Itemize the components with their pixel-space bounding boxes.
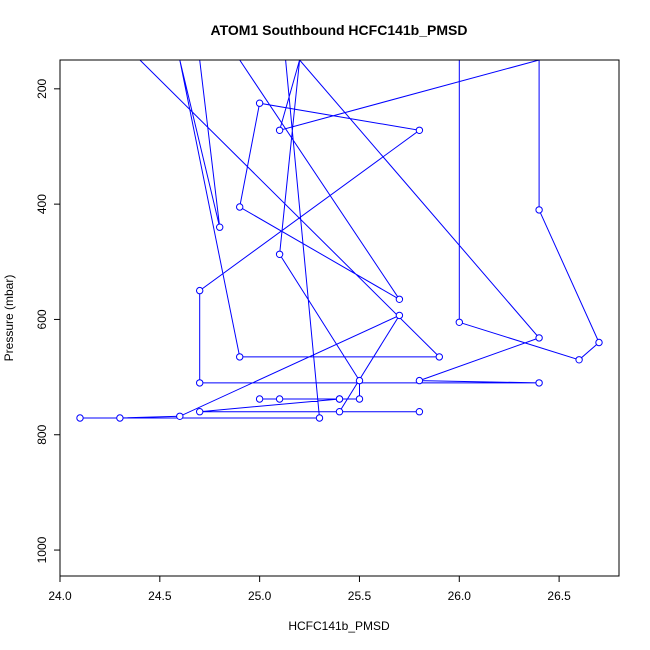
data-point [435, 353, 443, 361]
y-tick-label: 400 [35, 194, 49, 214]
plot-frame [59, 59, 620, 577]
series-layer [76, 60, 603, 422]
data-point [196, 379, 204, 387]
y-tick-label: 600 [35, 309, 49, 329]
data-point [415, 376, 424, 385]
data-point [455, 318, 463, 326]
y-tick-label: 1000 [35, 536, 49, 563]
data-point [176, 412, 184, 420]
x-tick-label: 25.5 [348, 589, 372, 603]
y-tick-label: 800 [35, 424, 49, 444]
data-point [355, 395, 364, 403]
x-tick-label: 26.5 [547, 589, 571, 603]
data-point [116, 414, 124, 422]
x-axis-label: HCFC141b_PMSD [288, 619, 390, 633]
data-point [595, 338, 603, 347]
data-point [575, 356, 583, 364]
data-point [255, 99, 264, 107]
data-point [196, 408, 204, 416]
data-point [415, 126, 424, 135]
data-point [315, 414, 324, 422]
data-point [236, 203, 244, 211]
data-point [335, 408, 344, 416]
x-axis: 24.0 24.5 25.0 25.5 26.0 26.5 [48, 576, 571, 603]
data-point [535, 379, 543, 387]
data-point [535, 334, 543, 342]
x-tick-label: 26.0 [448, 589, 472, 603]
data-point [275, 250, 284, 259]
data-point [255, 395, 264, 403]
data-point [395, 311, 404, 320]
y-tick-label: 200 [35, 78, 49, 98]
x-tick-label: 24.0 [48, 589, 72, 603]
data-point [535, 206, 543, 214]
data-point [355, 376, 364, 385]
series-line [80, 60, 600, 419]
data-point [196, 286, 204, 295]
data-point [236, 353, 244, 361]
x-tick-label: 24.5 [148, 589, 172, 603]
data-point [415, 408, 424, 416]
x-tick-label: 25.0 [248, 589, 272, 603]
data-point [216, 223, 224, 231]
chart-title: ATOM1 Southbound HCFC141b_PMSD [211, 22, 468, 38]
y-axis-label: Pressure (mbar) [2, 275, 16, 362]
data-point [275, 395, 284, 403]
data-point [76, 414, 84, 422]
data-point [275, 126, 284, 135]
y-axis: 200 400 600 800 1000 [35, 78, 60, 563]
data-point [395, 295, 404, 303]
data-point [335, 395, 344, 403]
